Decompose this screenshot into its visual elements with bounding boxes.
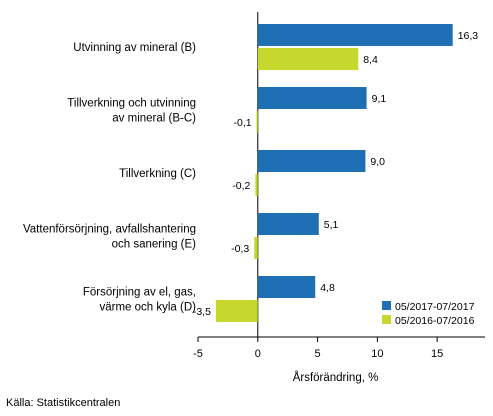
bar [255,174,258,196]
legend-swatch [382,315,391,324]
category-label: värme och kyla (D) [100,302,197,314]
bar [215,300,258,322]
data-label: 4,8 [320,282,335,294]
category-label: och sanering (E) [112,239,197,251]
bar [254,237,258,259]
data-label: -0,3 [231,243,249,255]
legend-swatch [382,301,391,310]
data-label: 5,1 [324,219,339,231]
data-label: 8,4 [363,54,378,66]
bar [257,276,316,298]
x-axis-title: Årsförändring, % [293,371,379,384]
bar [257,87,367,109]
data-label: 9,0 [370,156,385,168]
category-label: Försörjning av el, gas, [83,287,196,299]
category-label: Tillverkning (C) [119,168,196,180]
x-tick-label: 15 [431,348,443,360]
category-label: Utvinning av mineral (B) [73,42,196,54]
x-tick-label: 10 [371,348,383,360]
x-tick-label: 5 [315,348,321,360]
bar [257,48,359,70]
bar [257,213,319,235]
data-label: -0,1 [234,117,252,129]
data-label: 16,3 [458,30,479,42]
category-label: Vattenförsörjning, avfallshantering [23,224,196,236]
data-label: -3,5 [193,306,211,318]
bar [257,150,366,172]
legend-label: 05/2016-07/2016 [395,315,475,327]
x-tick-label: 0 [255,348,261,360]
bar [256,111,258,133]
category-label: Tillverkning och utvinning [67,98,196,110]
data-label: 9,1 [372,93,387,105]
category-label: av mineral (B-C) [112,113,196,125]
bar [257,24,453,46]
x-tick-label: -5 [193,348,203,360]
legend-label: 05/2017-07/2017 [395,301,475,313]
source-note: Källa: Statistikcentralen [6,397,120,409]
data-label: -0,2 [232,180,250,192]
